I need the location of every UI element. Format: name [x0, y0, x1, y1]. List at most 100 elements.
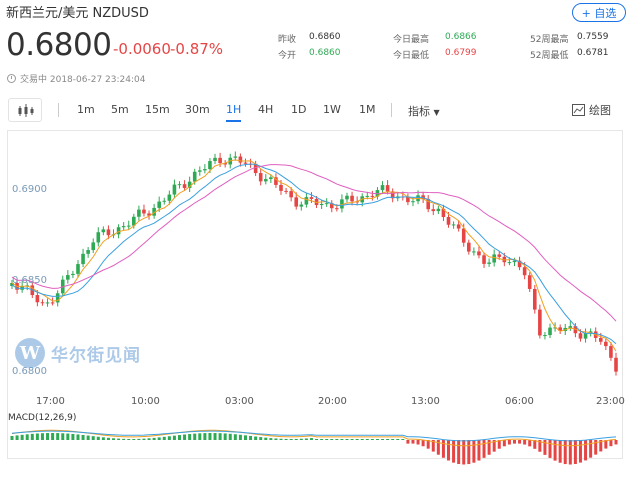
- ma-slow-line: [11, 164, 617, 322]
- tab-1m[interactable]: 1m: [77, 103, 95, 116]
- candle-body: [390, 191, 395, 199]
- stat-value-day-low: 0.6799: [445, 48, 477, 58]
- candle-body: [319, 203, 324, 206]
- tab-1d[interactable]: 1D: [291, 103, 307, 116]
- candle-body: [406, 196, 410, 203]
- candle-body: [568, 326, 573, 328]
- candle-body: [522, 267, 527, 276]
- macd-bar: [578, 440, 582, 463]
- macd-bar: [71, 433, 75, 440]
- macd-bar: [142, 438, 146, 440]
- candle-body: [177, 184, 182, 186]
- macd-bar: [558, 440, 562, 463]
- macd-bar: [431, 440, 435, 452]
- macd-bar: [609, 440, 613, 447]
- macd-bar: [421, 440, 425, 447]
- macd-bar: [122, 438, 126, 440]
- candle-body: [548, 327, 552, 336]
- macd-bar: [35, 433, 39, 440]
- candle-body: [86, 250, 90, 254]
- macd-bar: [381, 439, 385, 440]
- macd-bar: [86, 435, 90, 440]
- y-tick-label: 0.6900: [12, 184, 47, 195]
- macd-bar: [233, 434, 237, 440]
- candle-body: [385, 185, 390, 192]
- macd-dif-line: [11, 429, 617, 447]
- tab-1m-month[interactable]: 1M: [359, 103, 376, 116]
- macd-bar: [228, 433, 232, 440]
- macd-bar: [315, 439, 319, 440]
- x-tick-label: 17:00: [36, 396, 65, 407]
- draw-button[interactable]: 绘图: [572, 102, 611, 118]
- chart-toolbar: 1m 5m 15m 30m 1H 4H 1D 1W 1M 指标 ▼ 绘图: [0, 98, 630, 124]
- tab-1w[interactable]: 1W: [323, 103, 341, 116]
- macd-bar: [203, 433, 207, 440]
- macd-bar: [254, 436, 258, 440]
- macd-bar: [264, 437, 268, 440]
- macd-bar: [112, 438, 116, 440]
- candlestick-type-button[interactable]: [8, 98, 42, 122]
- macd-bar: [76, 434, 80, 440]
- price-change: -0.0060: [113, 40, 171, 58]
- tab-1h[interactable]: 1H: [226, 103, 242, 122]
- macd-bar: [360, 439, 364, 440]
- macd-bar: [56, 433, 60, 440]
- candle-body: [106, 229, 111, 236]
- candle-body: [253, 163, 258, 174]
- indicator-dropdown[interactable]: 指标 ▼: [408, 103, 440, 119]
- macd-bar: [193, 433, 197, 440]
- candle-body: [527, 275, 532, 289]
- add-to-watchlist-button[interactable]: + 自选: [572, 3, 626, 22]
- macd-bar: [279, 438, 283, 440]
- tab-4h[interactable]: 4H: [258, 103, 274, 116]
- macd-bar: [106, 437, 110, 440]
- candle-body: [116, 227, 121, 235]
- tab-5m[interactable]: 5m: [111, 103, 129, 116]
- candle-body: [142, 209, 146, 214]
- x-tick-label: 13:00: [411, 396, 440, 407]
- macd-bar: [548, 440, 552, 458]
- candle-body: [583, 333, 588, 339]
- stat-value-open: 0.6860: [309, 48, 341, 58]
- stat-label-day-low: 今日最低: [393, 51, 430, 61]
- candle-body: [258, 173, 263, 182]
- macd-bar: [96, 436, 100, 440]
- candle-body: [614, 357, 618, 372]
- macd-bar: [452, 440, 456, 463]
- macd-bar: [274, 438, 278, 440]
- macd-bar: [101, 437, 105, 440]
- tab-15m[interactable]: 15m: [145, 103, 170, 116]
- stat-label-52w-low: 52周最低: [530, 51, 569, 61]
- x-tick-label: 10:00: [131, 396, 160, 407]
- macd-bar: [325, 439, 329, 440]
- x-tick-label: 06:00: [505, 396, 534, 407]
- candle-body: [233, 156, 238, 158]
- candle-body: [309, 197, 314, 199]
- candle-body: [218, 157, 222, 164]
- candle-body: [274, 177, 278, 185]
- macd-bar: [91, 436, 95, 440]
- macd-bar: [208, 433, 212, 440]
- candle-body: [456, 224, 461, 229]
- candle-body: [55, 293, 60, 303]
- macd-bar: [462, 440, 466, 465]
- macd-bar: [391, 439, 395, 440]
- macd-bar: [411, 440, 415, 444]
- macd-bar: [137, 438, 141, 440]
- tab-30m[interactable]: 30m: [185, 103, 210, 116]
- stat-value-prev-close: 0.6860: [309, 32, 341, 42]
- macd-bar: [568, 440, 572, 465]
- chart-panel[interactable]: [7, 130, 623, 459]
- macd-bar: [573, 440, 577, 464]
- candle-body: [446, 217, 451, 225]
- candle-body: [223, 163, 227, 165]
- macd-bar: [127, 438, 131, 440]
- candle-body: [238, 156, 243, 163]
- macd-bar: [340, 439, 344, 440]
- macd-bar: [188, 434, 192, 440]
- candle-body: [609, 346, 613, 358]
- candle-body: [441, 208, 446, 218]
- candle-body: [157, 201, 161, 208]
- candle-body: [370, 195, 375, 197]
- candle-body: [213, 157, 217, 162]
